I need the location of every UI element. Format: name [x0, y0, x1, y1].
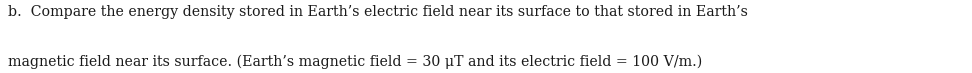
Text: b.  Compare the energy density stored in Earth’s electric field near its surface: b. Compare the energy density stored in …	[8, 5, 747, 19]
Text: magnetic field near its surface. (Earth’s magnetic field = 30 μT and its electri: magnetic field near its surface. (Earth’…	[8, 55, 702, 69]
